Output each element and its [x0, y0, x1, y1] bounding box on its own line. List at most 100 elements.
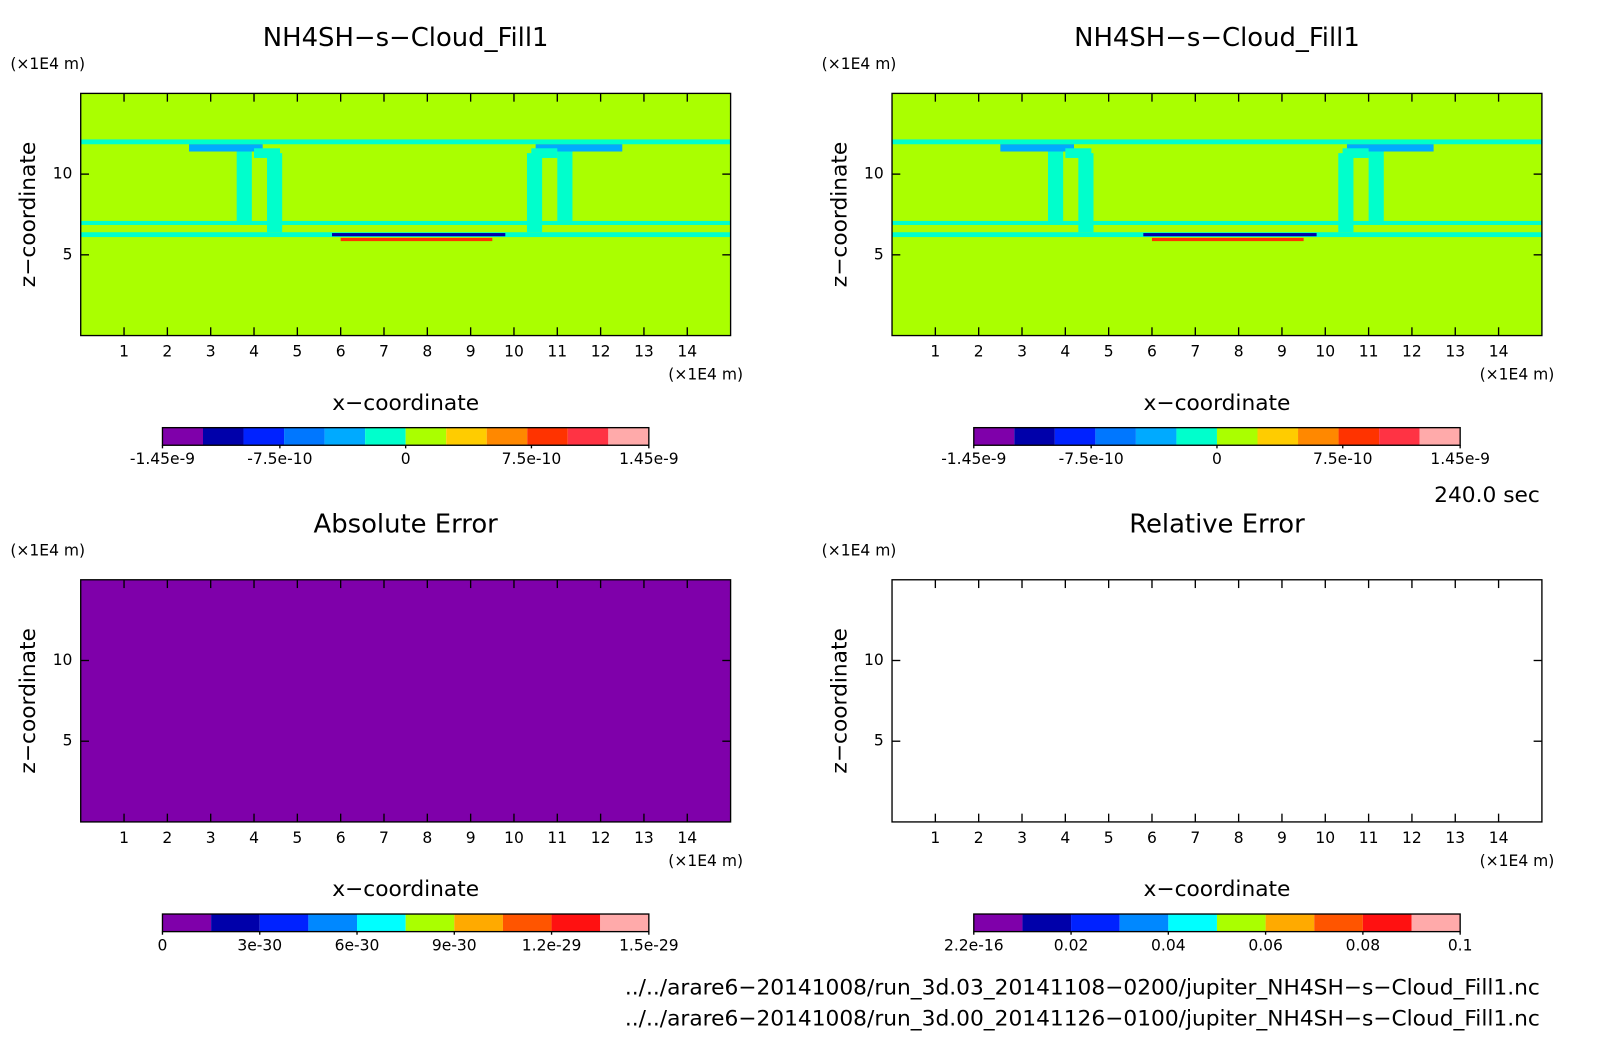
x-tick-label: 4 [1060, 829, 1070, 847]
x-tick-label: 14 [677, 343, 697, 361]
colorbar-swatch [973, 427, 1015, 446]
x-tick-label: 14 [1489, 343, 1509, 361]
x-tick-label: 9 [1277, 343, 1287, 361]
colorbar-swatch [1411, 914, 1461, 932]
plot-frame [891, 92, 1543, 337]
colorbar-swatch [446, 427, 487, 446]
x-tick-label: 9 [466, 343, 476, 361]
contour-region [254, 148, 281, 158]
y-tick-label: 10 [864, 651, 884, 669]
colorbar-swatch [308, 914, 358, 932]
file-path: ../../arare6−20141008/run_3d.00_20141126… [625, 1007, 1540, 1032]
colorbar-tick-label: 0 [401, 450, 411, 468]
colorbar-swatch [1119, 914, 1169, 932]
y-tick-label: 5 [874, 732, 884, 750]
colorbar-swatch [567, 427, 609, 446]
x-tick-label: 10 [504, 829, 524, 847]
x-tick-label: 11 [547, 343, 567, 361]
x-tick-label: 11 [1359, 829, 1379, 847]
colorbar-frame [161, 913, 650, 933]
colorbar-tick-label: 2.2e-16 [944, 937, 1004, 955]
plot-background [892, 579, 1542, 822]
contour-region [1078, 153, 1094, 233]
colorbar-swatch [1265, 914, 1315, 932]
colorbar-swatch [486, 427, 528, 446]
x-tick-label: 4 [249, 829, 259, 847]
x-tick-label: 7 [379, 829, 389, 847]
colorbar-swatch [324, 427, 366, 446]
x-tick-label: 3 [206, 829, 216, 847]
y-axis-label: z−coordinate [827, 142, 852, 287]
chart-title: NH4SH−s−Cloud_Fill1 [1074, 23, 1360, 53]
x-tick-label: 12 [591, 829, 611, 847]
colorbar-swatch [1419, 427, 1461, 446]
y-tick-label: 5 [63, 245, 73, 263]
colorbar-swatch [259, 914, 309, 932]
x-tick-label: 4 [249, 343, 259, 361]
colorbar-swatch [1298, 427, 1339, 446]
x-tick-label: 8 [1234, 343, 1244, 361]
y-unit: (×1E4 m) [10, 55, 85, 73]
contour-region [236, 148, 252, 221]
plot-frame [80, 579, 732, 823]
colorbar-swatch [1314, 914, 1363, 932]
contour-region [340, 237, 493, 242]
colorbar-swatch [284, 427, 325, 446]
colorbar-tick-label: 9e-30 [432, 937, 477, 955]
y-tick-label: 5 [63, 732, 73, 750]
x-axis-label: x−coordinate [1144, 877, 1291, 902]
contour-region [1338, 153, 1354, 233]
contour-region [80, 220, 731, 225]
colorbar-tick-label: -7.5e-10 [1059, 450, 1124, 468]
contour-region [531, 148, 558, 158]
x-tick-label: 5 [292, 829, 302, 847]
colorbar-swatch [1054, 427, 1096, 446]
colorbar-tick-label: 0.02 [1054, 937, 1089, 955]
colorbar-swatch [454, 914, 503, 932]
x-tick-label: 1 [930, 343, 940, 361]
colorbar-swatch [162, 427, 204, 446]
x-tick-label: 6 [336, 343, 346, 361]
colorbar-tick-label: 7.5e-10 [502, 450, 562, 468]
plot-background [892, 93, 1542, 336]
y-unit: (×1E4 m) [822, 541, 897, 559]
colorbar-tick-label: 0.1 [1448, 937, 1473, 955]
colorbar-tick-label: 0.08 [1346, 937, 1381, 955]
x-tick-label: 10 [504, 343, 524, 361]
colorbar-swatch [405, 427, 447, 446]
colorbar-swatch [243, 427, 285, 446]
x-tick-label: 3 [1017, 343, 1027, 361]
x-axis-label: x−coordinate [1144, 391, 1291, 416]
contour-region [332, 233, 506, 237]
contour-region [189, 144, 263, 152]
contour-region [1342, 148, 1369, 158]
contour-region [267, 153, 283, 233]
colorbar-swatch [600, 914, 649, 932]
colorbar-tick-label: 3e-30 [237, 937, 282, 955]
colorbar-swatch [211, 914, 260, 932]
y-tick-label: 5 [874, 245, 884, 263]
contour-region [892, 139, 1542, 145]
x-tick-label: 5 [292, 343, 302, 361]
x-tick-label: 7 [379, 343, 389, 361]
colorbar-tick-label: 1.45e-9 [1430, 450, 1490, 468]
y-axis-label: z−coordinate [16, 142, 41, 287]
x-tick-label: 12 [591, 343, 611, 361]
colorbar-tick-label: 1.2e-29 [522, 937, 582, 955]
x-tick-label: 6 [1147, 829, 1157, 847]
y-tick-label: 10 [53, 165, 73, 183]
x-tick-label: 3 [206, 343, 216, 361]
colorbar-swatch [973, 914, 1023, 932]
colorbar-swatch [1216, 914, 1266, 932]
colorbar-swatch [203, 427, 244, 446]
colorbar-swatch [1135, 427, 1177, 446]
y-tick-label: 10 [864, 165, 884, 183]
plot-background [80, 579, 731, 822]
y-tick-label: 10 [53, 651, 73, 669]
colorbar-swatch [1362, 914, 1412, 932]
x-tick-label: 1 [119, 343, 129, 361]
colorbar-tick-label: 1.45e-9 [619, 450, 679, 468]
contour-region [1151, 237, 1304, 242]
